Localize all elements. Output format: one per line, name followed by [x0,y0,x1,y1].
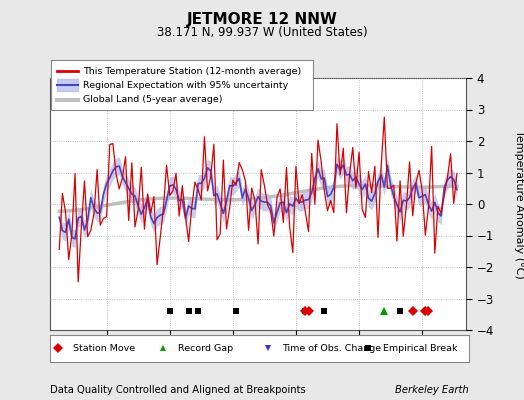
Text: Empirical Break: Empirical Break [383,344,457,353]
Text: JETMORE 12 NNW: JETMORE 12 NNW [187,12,337,27]
Text: Global Land (5-year average): Global Land (5-year average) [83,96,222,104]
Text: Data Quality Controlled and Aligned at Breakpoints: Data Quality Controlled and Aligned at B… [50,385,305,395]
Text: Berkeley Earth: Berkeley Earth [395,385,469,395]
Text: Record Gap: Record Gap [178,344,233,353]
Text: This Temperature Station (12-month average): This Temperature Station (12-month avera… [83,66,301,76]
Text: Regional Expectation with 95% uncertainty: Regional Expectation with 95% uncertaint… [83,80,288,90]
Y-axis label: Temperature Anomaly (°C): Temperature Anomaly (°C) [514,130,523,278]
Text: Time of Obs. Change: Time of Obs. Change [282,344,381,353]
Text: Station Move: Station Move [73,344,135,353]
Text: 38.171 N, 99.937 W (United States): 38.171 N, 99.937 W (United States) [157,26,367,39]
